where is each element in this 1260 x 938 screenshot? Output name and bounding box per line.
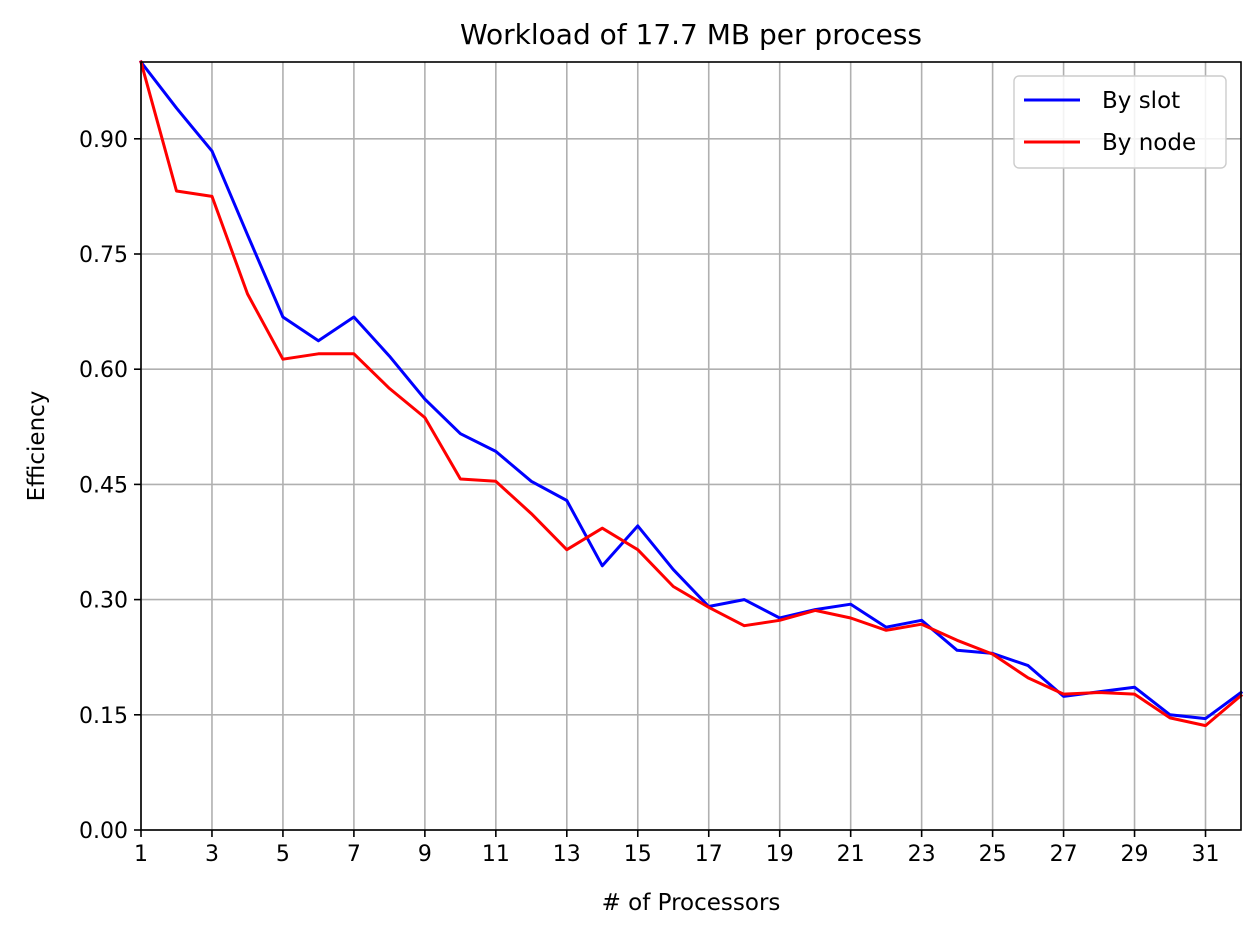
y-tick-label: 0.30: [79, 589, 128, 614]
x-tick-label: 13: [553, 842, 581, 867]
x-tick-label: 23: [908, 842, 936, 867]
x-axis-label: # of Processors: [602, 890, 781, 916]
legend-label-by-node: By node: [1102, 130, 1196, 156]
x-tick-label: 25: [979, 842, 1007, 867]
x-tick-label: 9: [418, 842, 432, 867]
y-tick-label: 0.90: [79, 128, 128, 153]
y-tick-label: 0.00: [79, 819, 128, 844]
x-tick-label: 21: [837, 842, 865, 867]
y-tick-label: 0.60: [79, 358, 128, 383]
x-tick-label: 27: [1050, 842, 1078, 867]
chart-title: Workload of 17.7 MB per process: [460, 18, 922, 51]
x-tick-label: 5: [276, 842, 290, 867]
x-tick-label: 7: [347, 842, 361, 867]
x-tick-label: 17: [695, 842, 723, 867]
y-axis-ticks: 0.00 0.15 0.30 0.45 0.60 0.75 0.90: [79, 128, 141, 844]
grid-lines: [140, 62, 1241, 831]
legend: By slot By node: [1013, 75, 1227, 169]
x-tick-label: 19: [766, 842, 794, 867]
plot-frame: [140, 61, 1242, 831]
x-tick-label: 31: [1192, 842, 1220, 867]
y-axis-label: Efficiency: [24, 391, 50, 502]
y-tick-label: 0.15: [79, 704, 128, 729]
x-tick-label: 29: [1121, 842, 1149, 867]
x-tick-label: 15: [624, 842, 652, 867]
x-tick-label: 1: [134, 842, 148, 867]
x-axis-ticks: 1 3 5 7 9 11 13 15 17 19 21 23 25 27 29 31: [134, 830, 1220, 867]
series-line-by-node: [139, 60, 1244, 728]
y-tick-label: 0.75: [79, 243, 128, 268]
x-tick-label: 3: [205, 842, 219, 867]
x-tick-label: 11: [482, 842, 510, 867]
legend-label-by-slot: By slot: [1102, 88, 1180, 114]
y-tick-label: 0.45: [79, 473, 128, 498]
series-layer: [138, 59, 1244, 728]
